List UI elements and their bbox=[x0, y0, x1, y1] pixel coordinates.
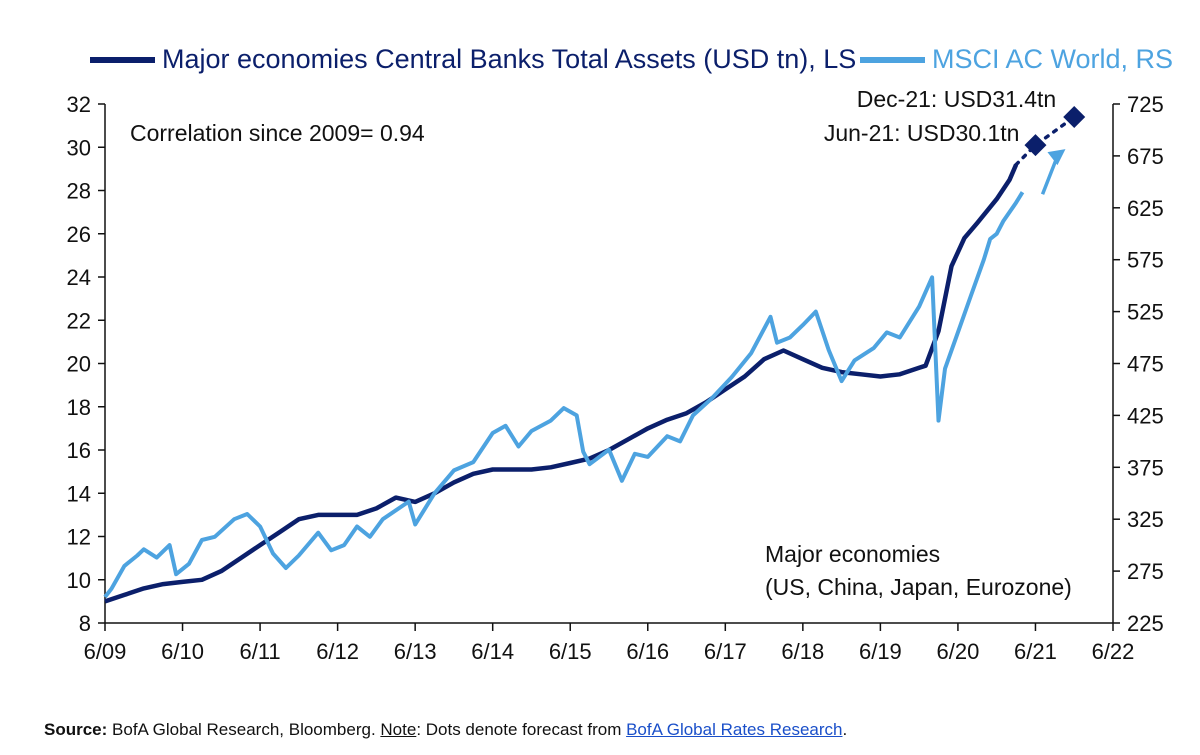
x-tick-label: 6/21 bbox=[1014, 639, 1057, 664]
x-tick-label: 6/18 bbox=[781, 639, 824, 664]
x-tick-label: 6/20 bbox=[937, 639, 980, 664]
x-tick-label: 6/09 bbox=[84, 639, 127, 664]
y-right-tick-label: 225 bbox=[1127, 611, 1164, 636]
y-left-tick-label: 10 bbox=[67, 568, 91, 593]
note-label: Note bbox=[380, 720, 417, 739]
source-text: BofA Global Research, Bloomberg. bbox=[107, 720, 381, 739]
y-left-tick-label: 16 bbox=[67, 438, 91, 463]
forecast-label-dec21: Dec-21: USD31.4tn bbox=[857, 86, 1056, 112]
chart-svg: 8 10 12 14 16 18 20 22 24 26 28 30 32 225 275 325 375 425… bbox=[67, 44, 1174, 664]
y-left-tick-label: 14 bbox=[67, 481, 91, 506]
x-tick-label: 6/14 bbox=[471, 639, 514, 664]
y-right-tick-label: 675 bbox=[1127, 144, 1164, 169]
y-left-tick-label: 8 bbox=[79, 611, 91, 636]
y-right-tick-label: 475 bbox=[1127, 352, 1164, 377]
x-tick-label: 6/11 bbox=[239, 639, 280, 664]
x-tick-label: 6/13 bbox=[394, 639, 437, 664]
y-right-tick-label: 275 bbox=[1127, 559, 1164, 584]
y-left-tick-label: 32 bbox=[67, 92, 91, 117]
note-text: : Dots denote forecast from bbox=[416, 720, 627, 739]
source-label: Source: bbox=[44, 720, 108, 739]
y-right-tick-label: 425 bbox=[1127, 403, 1164, 428]
x-tick-label: 6/19 bbox=[859, 639, 902, 664]
x-tick-label: 6/16 bbox=[626, 639, 669, 664]
region-annotation-line1: Major economies bbox=[765, 541, 940, 567]
y-right-tick-label: 375 bbox=[1127, 455, 1164, 480]
x-tick-label: 6/15 bbox=[549, 639, 592, 664]
y-left-tick-label: 20 bbox=[67, 352, 91, 377]
y-right-tick-label: 575 bbox=[1127, 248, 1164, 273]
y-left-tick-label: 22 bbox=[67, 308, 91, 333]
y-left-tick-label: 26 bbox=[67, 222, 91, 247]
series-msci-acwi bbox=[103, 191, 1025, 599]
y-right-tick-label: 325 bbox=[1127, 507, 1164, 532]
y-right-tick-label: 725 bbox=[1127, 92, 1164, 117]
x-tick-label: 6/12 bbox=[316, 639, 359, 664]
forecast-dotted-line bbox=[1014, 115, 1076, 167]
y-right-tick-label: 625 bbox=[1127, 196, 1164, 221]
footnote: Source: BofA Global Research, Bloomberg.… bbox=[44, 720, 847, 740]
forecast-diamond bbox=[1063, 105, 1086, 128]
legend-label-central-bank: Major economies Central Banks Total Asse… bbox=[162, 44, 856, 74]
y-left-tick-label: 18 bbox=[67, 395, 91, 420]
msci-arrow-shaft bbox=[1040, 155, 1060, 195]
correlation-annotation: Correlation since 2009= 0.94 bbox=[130, 120, 425, 146]
msci-arrow-head bbox=[1047, 149, 1066, 166]
y-left-tick-label: 28 bbox=[67, 179, 91, 204]
footnote-end: . bbox=[842, 720, 848, 739]
x-tick-label: 6/22 bbox=[1092, 639, 1135, 664]
y-left-tick-label: 12 bbox=[67, 525, 91, 550]
x-tick-label: 6/17 bbox=[704, 639, 747, 664]
y-left-tick-label: 24 bbox=[67, 265, 91, 290]
region-annotation-line2: (US, China, Japan, Eurozone) bbox=[765, 574, 1072, 600]
y-right-tick-label: 525 bbox=[1127, 300, 1164, 325]
series-central-bank-assets bbox=[104, 163, 1019, 604]
forecast-diamond bbox=[1024, 134, 1047, 157]
legend-label-msci: MSCI AC World, RS bbox=[932, 44, 1173, 74]
forecast-label-jun21: Jun-21: USD30.1tn bbox=[824, 120, 1020, 146]
x-tick-label: 6/10 bbox=[161, 639, 204, 664]
y-left-tick-label: 30 bbox=[67, 135, 91, 160]
rates-research-link[interactable]: BofA Global Rates Research bbox=[626, 720, 843, 739]
